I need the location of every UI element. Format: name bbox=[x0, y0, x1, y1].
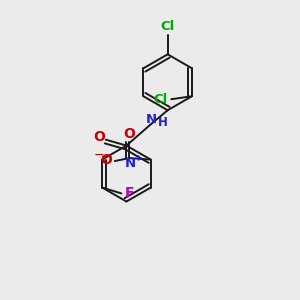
Text: O: O bbox=[100, 154, 112, 167]
Text: F: F bbox=[124, 186, 134, 200]
Text: Cl: Cl bbox=[153, 93, 167, 106]
Text: H: H bbox=[158, 116, 167, 129]
Text: O: O bbox=[93, 130, 105, 144]
Text: O: O bbox=[124, 127, 135, 141]
Text: N: N bbox=[146, 113, 157, 126]
Text: +: + bbox=[135, 154, 142, 163]
Text: N: N bbox=[124, 157, 136, 170]
Text: Cl: Cl bbox=[160, 20, 175, 33]
Text: −: − bbox=[93, 149, 104, 162]
